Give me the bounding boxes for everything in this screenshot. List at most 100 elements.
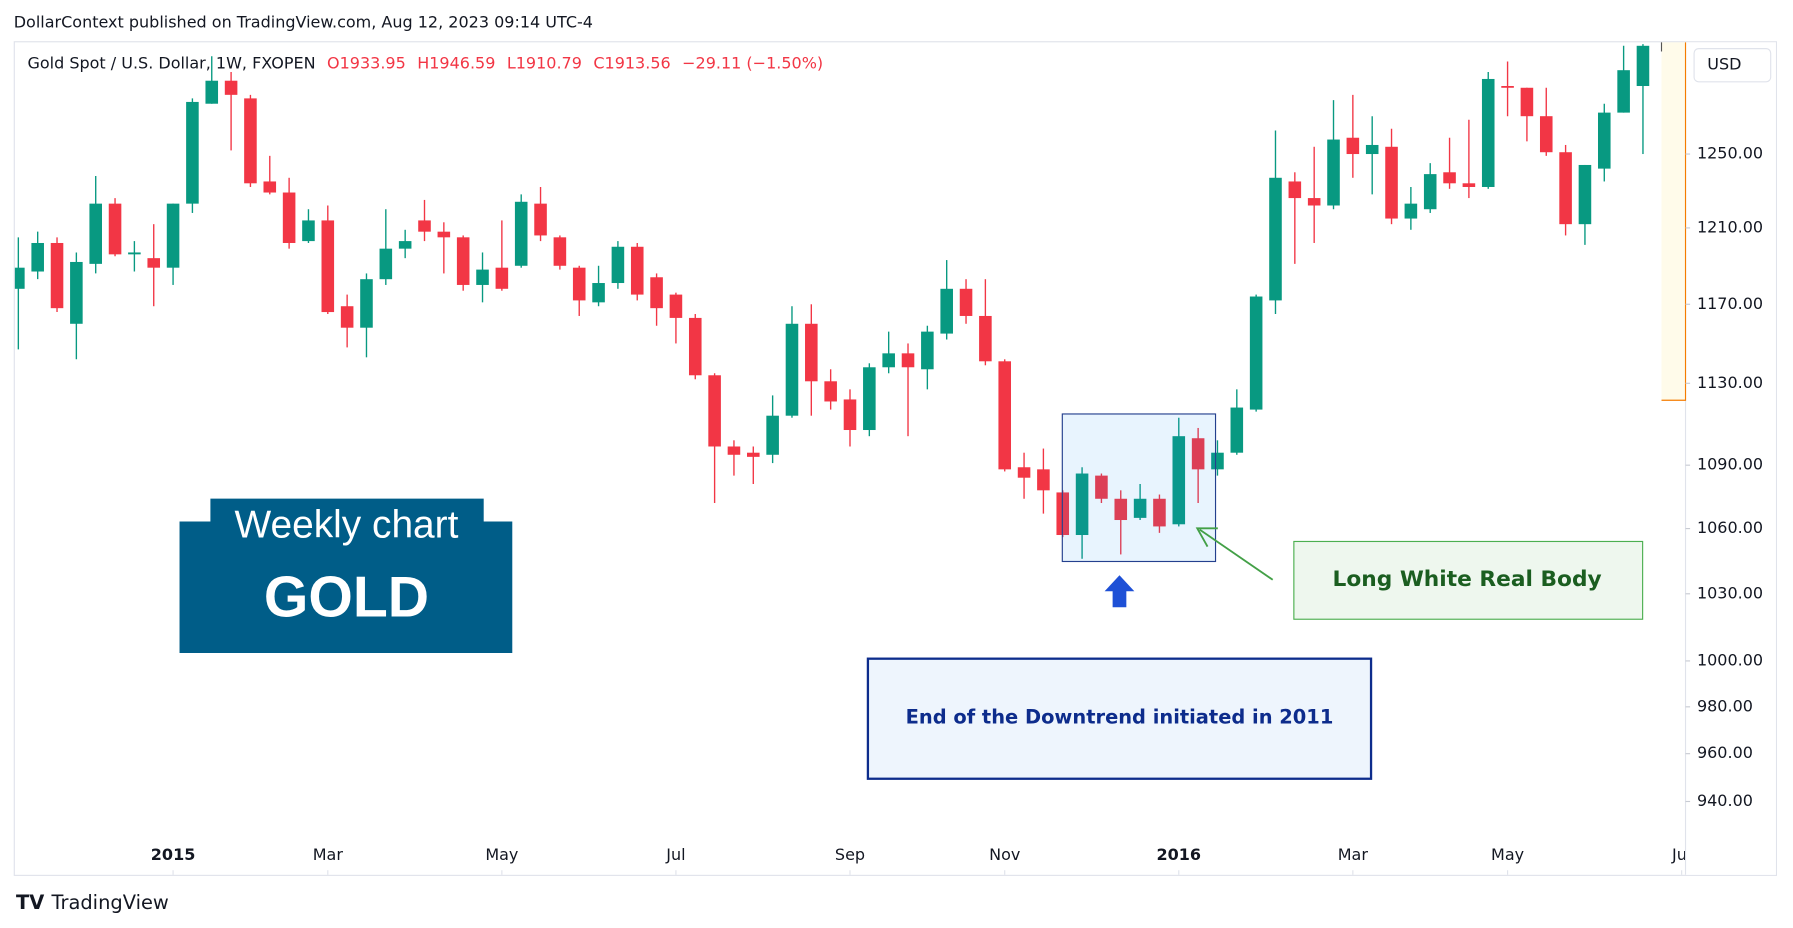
candle-body bbox=[1346, 137, 1360, 155]
currency-button[interactable] bbox=[1693, 48, 1772, 83]
candle-body bbox=[1172, 436, 1186, 525]
legend-value: L1910.79 bbox=[507, 54, 582, 73]
candle-body bbox=[1288, 181, 1302, 199]
x-tick-label: 2016 bbox=[1157, 845, 1202, 864]
candle-body bbox=[1230, 407, 1244, 453]
candle-body bbox=[1462, 183, 1476, 187]
published-note: DollarContext published on TradingView.c… bbox=[14, 12, 593, 31]
candle-body bbox=[766, 415, 779, 455]
candle-body bbox=[1249, 296, 1263, 410]
candle-body bbox=[1133, 498, 1147, 518]
candle-body bbox=[1501, 86, 1514, 88]
candle-body bbox=[1211, 452, 1224, 470]
pointer-line bbox=[1199, 528, 1274, 581]
candle-body bbox=[882, 353, 895, 368]
candle-body bbox=[1423, 174, 1437, 210]
label-box bbox=[179, 498, 513, 653]
y-tick-label: 960.00 bbox=[1697, 743, 1753, 762]
candle-body bbox=[998, 361, 1012, 470]
y-tick-label: 980.00 bbox=[1697, 696, 1753, 715]
x-tick-label: Mar bbox=[313, 845, 344, 864]
candle-body bbox=[128, 252, 141, 255]
y-tick-label: 1060.00 bbox=[1697, 518, 1763, 537]
legend-value: −29.11 (−1.50%) bbox=[682, 54, 823, 73]
candle-body bbox=[205, 80, 219, 104]
candle-body bbox=[495, 267, 509, 289]
candle-body bbox=[1095, 475, 1108, 499]
currency-label[interactable]: USD bbox=[1707, 55, 1741, 74]
candle-body bbox=[514, 201, 528, 266]
legend-title: Gold Spot / U.S. Dollar, 1W, FXOPEN bbox=[27, 54, 315, 73]
legend-value: H1946.59 bbox=[417, 54, 495, 73]
candle-body bbox=[553, 237, 567, 266]
candle-body bbox=[476, 269, 489, 285]
y-tick-label: 1090.00 bbox=[1697, 455, 1763, 474]
candle-body bbox=[14, 267, 25, 289]
candle-body bbox=[1385, 146, 1398, 219]
candle-body bbox=[534, 203, 547, 236]
candle-body bbox=[940, 288, 953, 334]
candle-body bbox=[1597, 112, 1611, 169]
candle-body bbox=[108, 203, 122, 255]
candle-body bbox=[1636, 45, 1650, 87]
up-arrow bbox=[1104, 575, 1135, 608]
candle-body bbox=[959, 288, 973, 316]
candle-body bbox=[1443, 172, 1456, 184]
candle-body bbox=[282, 192, 296, 243]
note-box bbox=[866, 657, 1373, 780]
candle-body bbox=[70, 261, 83, 324]
candle-body bbox=[824, 381, 837, 402]
highlight-box bbox=[1061, 413, 1217, 563]
y-tick-label: 1250.00 bbox=[1697, 144, 1763, 163]
candle-body bbox=[611, 246, 625, 284]
brand-name: TradingView bbox=[50, 891, 168, 914]
candle-body bbox=[921, 331, 934, 370]
candle-body bbox=[650, 277, 663, 309]
x-tick-label: Nov bbox=[989, 845, 1020, 864]
pointer-head bbox=[1195, 527, 1218, 548]
x-axis: 2015 Mar May Jul Sep Nov 2016 Mar May Jul bbox=[151, 845, 1691, 875]
label-title: GOLD bbox=[264, 566, 429, 630]
candle-body bbox=[437, 231, 451, 238]
note-text: End of the Downtrend initiated in 2011 bbox=[906, 706, 1334, 729]
x-tick-label: 2015 bbox=[151, 845, 196, 864]
y-tick-label: 1130.00 bbox=[1697, 373, 1763, 392]
x-tick-label: Sep bbox=[835, 845, 865, 864]
candle-body bbox=[863, 367, 876, 431]
candle-body bbox=[456, 237, 470, 285]
candle-body bbox=[785, 323, 799, 416]
candle-body bbox=[1017, 467, 1031, 478]
candle-body bbox=[1481, 78, 1495, 187]
x-tick-label: May bbox=[1491, 845, 1524, 864]
y-tick-label: 1210.00 bbox=[1697, 217, 1763, 236]
plot-area bbox=[14, 44, 1650, 559]
candle-body bbox=[224, 80, 238, 95]
candle-body bbox=[186, 101, 199, 204]
candle-body bbox=[50, 242, 64, 309]
price-axis-panel bbox=[1685, 42, 1776, 875]
candle-body bbox=[398, 241, 412, 249]
candle-body bbox=[669, 294, 683, 318]
candle-body bbox=[1404, 203, 1418, 219]
candle-body bbox=[244, 98, 257, 184]
legend-values: O1933.95 H1946.59 L1910.79 C1913.56 −29.11 (… bbox=[327, 54, 823, 73]
candle-body bbox=[901, 353, 915, 368]
candle-body bbox=[379, 248, 393, 280]
candle-body bbox=[1191, 438, 1205, 470]
candle-body bbox=[1153, 498, 1166, 527]
candle-body bbox=[418, 220, 431, 232]
x-tick-label: Jul bbox=[665, 845, 685, 864]
candle-body bbox=[1617, 70, 1630, 113]
legend-value: C1913.56 bbox=[593, 54, 670, 73]
y-tick-label: 1000.00 bbox=[1697, 650, 1763, 669]
candle-body bbox=[688, 317, 702, 376]
annotations: Weekly chart GOLD Long White Real Body E… bbox=[179, 413, 1644, 780]
candle-body bbox=[1327, 139, 1340, 206]
candle-body bbox=[592, 283, 605, 303]
y-tick-label: 1170.00 bbox=[1697, 294, 1763, 313]
candle-body bbox=[1539, 116, 1553, 153]
callout-box bbox=[1293, 540, 1644, 620]
candle-body bbox=[321, 220, 335, 313]
